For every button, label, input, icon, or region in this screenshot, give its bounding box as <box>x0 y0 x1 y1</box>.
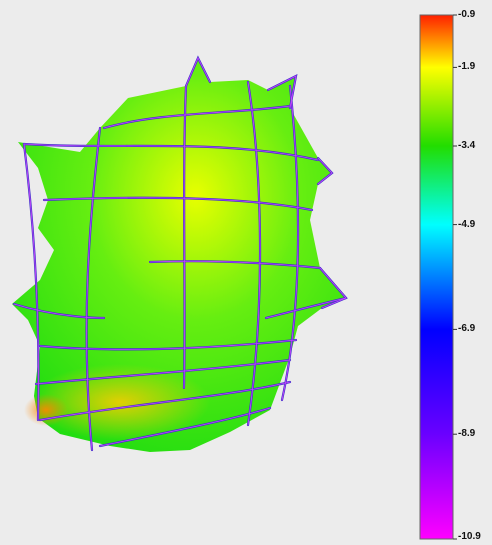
warm-edge-region <box>24 394 68 426</box>
colorbar-tick-label: -6.9 <box>458 323 476 335</box>
colorbar-ticks <box>453 14 457 540</box>
mesh-line-highlight <box>103 105 291 129</box>
mesh-line-highlight <box>23 143 39 421</box>
mesh-line-highlight <box>99 407 271 447</box>
colorbar <box>419 14 457 540</box>
warm-region <box>30 364 210 440</box>
colorbar-tick-label: -1.9 <box>458 61 476 73</box>
mesh-line-highlight <box>13 303 105 319</box>
colorbar-tick-label: -0.9 <box>458 9 476 20</box>
colorbar-gradient <box>419 14 454 540</box>
colorbar-tick-label: -10.9 <box>458 531 481 542</box>
mesh-line-highlight <box>35 359 291 385</box>
mesh-line-highlight <box>149 260 321 269</box>
mesh-lines <box>12 55 348 452</box>
colorbar-tick-label: -3.4 <box>458 140 476 151</box>
mesh-line-highlight <box>267 75 297 109</box>
mesh-line-highlight <box>183 85 187 389</box>
surface-mesh <box>12 55 348 452</box>
mesh-line-highlight <box>247 81 261 426</box>
mesh-line-highlight <box>39 381 291 421</box>
mesh-line-highlight <box>317 157 333 185</box>
mesh-line-highlight <box>319 267 347 309</box>
mesh-line-highlight <box>23 143 319 161</box>
surface-body <box>12 58 346 452</box>
mesh-line-highlight <box>185 57 211 87</box>
colorbar-tick-label: -8.9 <box>458 428 476 440</box>
colorbar-tick-label: -4.9 <box>458 218 476 230</box>
mesh-line-highlight <box>43 197 313 211</box>
mesh-line-highlight <box>86 127 101 451</box>
mesh-line-highlight <box>39 339 297 350</box>
mesh-line-highlight <box>265 297 347 319</box>
